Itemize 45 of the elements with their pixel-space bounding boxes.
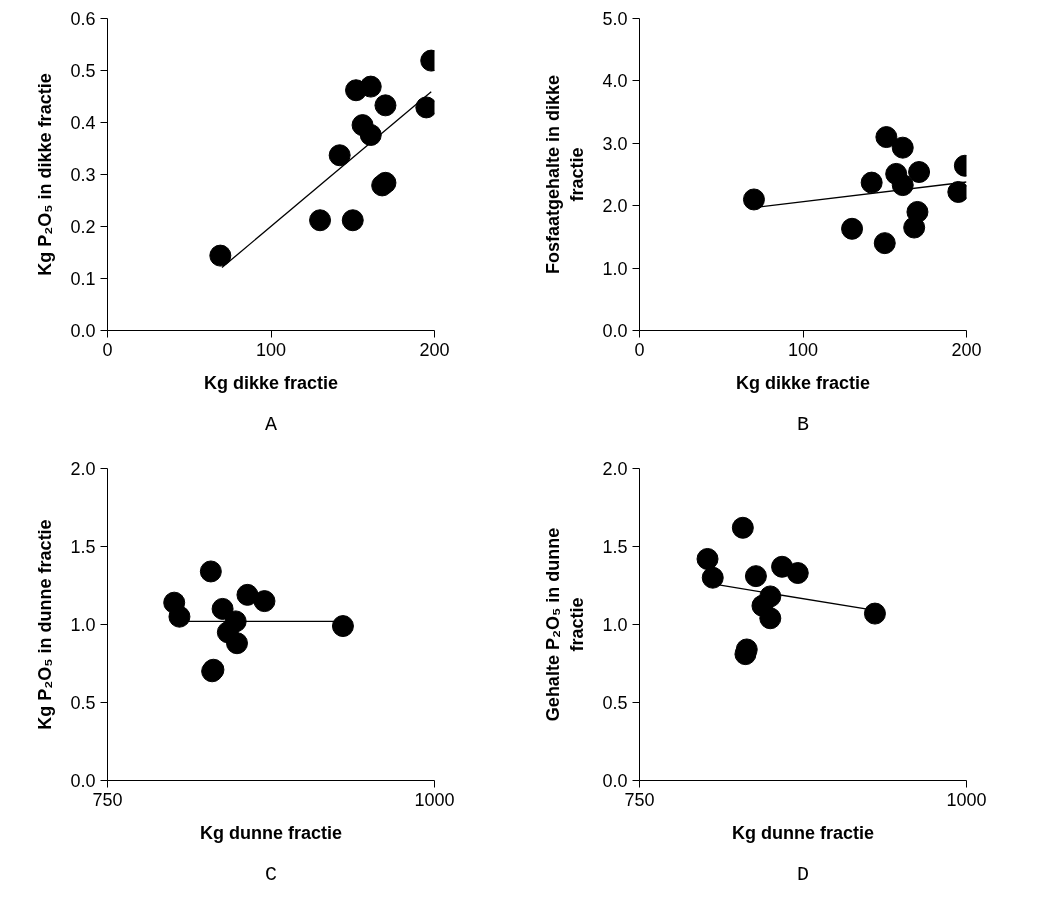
x-tick-label: 1000 <box>946 789 987 810</box>
text: A <box>265 412 278 436</box>
y-tick-label: 0.0 <box>70 321 96 341</box>
text: B <box>797 412 810 436</box>
text: D <box>797 862 810 886</box>
x-tick-label: 100 <box>255 339 287 360</box>
x-tick-label: 0 <box>102 339 113 360</box>
y-tick-label: 0.5 <box>70 693 96 713</box>
y-tick-label: 5.0 <box>602 9 628 29</box>
y-tick-label: 4.0 <box>602 71 628 92</box>
y-axis-title: Fosfaatgehalte in dikke fractie <box>543 74 588 275</box>
y-tick-label: 1.0 <box>602 258 628 279</box>
text: C <box>265 862 278 886</box>
y-tick-label: 0.1 <box>70 269 96 289</box>
y-tick-label: 2.0 <box>602 196 628 217</box>
y-tick-label: 0.4 <box>70 113 96 133</box>
x-tick-label: 1000 <box>414 789 455 810</box>
x-tick-label: 750 <box>624 789 655 810</box>
y-axis-title: Gehalte P₂O₅ in dunne fractie <box>543 527 588 722</box>
x-tick-label: 200 <box>419 339 450 360</box>
y-tick-label: 3.0 <box>602 133 628 154</box>
x-axis-title: Kg dikke fractie <box>203 372 339 393</box>
y-tick-label: 0.0 <box>70 771 96 791</box>
y-tick-label: 0.3 <box>70 165 96 185</box>
y-axis-title: Kg P₂O₅ in dikke fractie <box>35 73 56 276</box>
y-tick-label: 1.5 <box>70 537 96 557</box>
x-tick-label: 100 <box>787 339 819 360</box>
y-tick-label: 0.2 <box>70 217 96 237</box>
y-tick-label: 0.0 <box>602 771 628 791</box>
x-tick-label: 200 <box>951 339 982 360</box>
x-axis-title: Kg dikke fractie <box>735 372 871 393</box>
y-tick-label: 0.6 <box>70 9 96 29</box>
y-tick-label: 1.0 <box>70 615 96 635</box>
y-tick-label: 0.5 <box>70 61 96 81</box>
x-axis-title: Kg dunne fractie <box>731 822 875 843</box>
y-tick-label: 1.5 <box>602 537 628 557</box>
y-tick-label: 1.0 <box>602 615 628 635</box>
y-tick-label: 2.0 <box>70 459 96 479</box>
x-tick-label: 750 <box>92 789 123 810</box>
y-tick-label: 0.0 <box>602 321 628 341</box>
y-tick-label: 2.0 <box>602 459 628 479</box>
y-tick-label: 0.5 <box>602 693 628 713</box>
x-axis-title: Kg dunne fractie <box>199 822 343 843</box>
y-axis-title: Kg P₂O₅ in dunne fractie <box>35 519 56 730</box>
x-tick-label: 0 <box>634 339 645 360</box>
